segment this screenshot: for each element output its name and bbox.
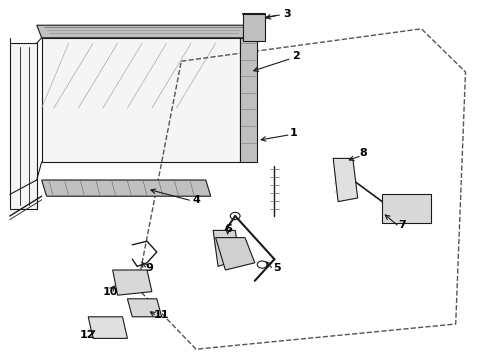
Polygon shape <box>243 14 265 41</box>
Text: 3: 3 <box>283 9 291 19</box>
Text: 2: 2 <box>293 51 300 61</box>
Polygon shape <box>88 317 127 338</box>
Text: 10: 10 <box>102 287 118 297</box>
Polygon shape <box>240 38 257 162</box>
Polygon shape <box>213 230 240 266</box>
Polygon shape <box>42 180 211 196</box>
Text: 1: 1 <box>290 128 298 138</box>
Text: 5: 5 <box>273 263 281 273</box>
Polygon shape <box>37 25 250 38</box>
Polygon shape <box>333 158 358 202</box>
Text: 4: 4 <box>192 195 200 205</box>
Text: 7: 7 <box>398 220 406 230</box>
Polygon shape <box>216 238 255 270</box>
Text: 8: 8 <box>360 148 368 158</box>
Polygon shape <box>10 43 37 209</box>
Polygon shape <box>127 299 162 317</box>
Text: 9: 9 <box>146 263 153 273</box>
Text: 12: 12 <box>79 330 95 340</box>
Text: 11: 11 <box>154 310 170 320</box>
Polygon shape <box>113 270 152 295</box>
Polygon shape <box>42 38 240 162</box>
Polygon shape <box>382 194 431 223</box>
Text: 6: 6 <box>224 224 232 234</box>
